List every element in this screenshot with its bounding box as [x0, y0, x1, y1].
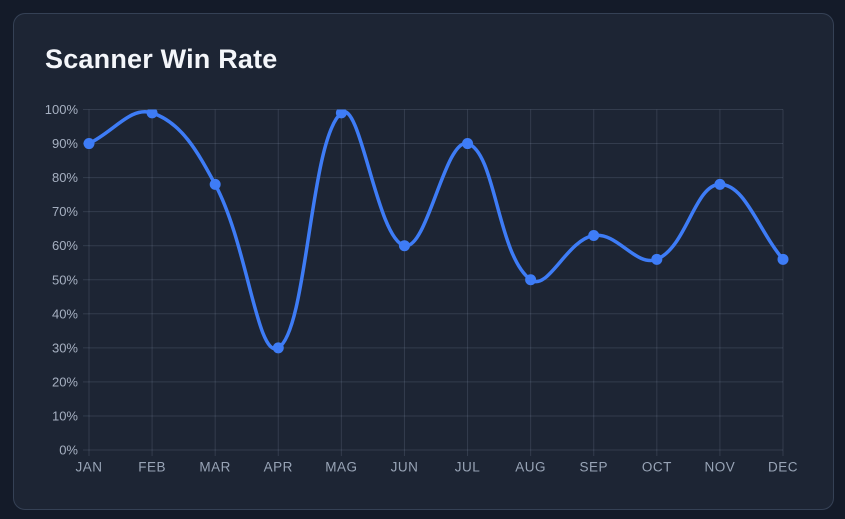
data-point-jul[interactable]	[462, 138, 474, 150]
data-point-feb[interactable]	[146, 107, 158, 119]
data-point-sep[interactable]	[588, 229, 600, 241]
y-axis-label: 20%	[52, 374, 78, 389]
data-point-jun[interactable]	[398, 240, 410, 252]
x-axis-label: APR	[264, 460, 293, 475]
x-axis-label: NOV	[705, 460, 736, 475]
x-axis-label: OCT	[642, 460, 672, 475]
x-axis-label: MAR	[199, 460, 231, 475]
data-point-nov[interactable]	[714, 178, 726, 190]
y-axis-label: 30%	[52, 340, 78, 355]
y-axis-label: 70%	[52, 204, 78, 219]
x-axis-label: JUL	[455, 460, 481, 475]
data-point-mar[interactable]	[209, 178, 221, 190]
win-rate-line	[87, 109, 785, 351]
x-axis-label: DEC	[768, 460, 798, 475]
axis-layer: 0% 10% 20% 30% 40% 50% 60% 70% 80% 90% 100% JAN FEB M…	[45, 102, 798, 475]
x-axis-label: SEP	[579, 460, 608, 475]
y-axis-label: 0%	[59, 443, 78, 458]
chart-title: Scanner Win Rate	[45, 44, 278, 74]
grid-layer	[88, 109, 784, 451]
data-point-jan[interactable]	[83, 138, 95, 150]
data-point-aug[interactable]	[525, 274, 537, 286]
data-point-apr[interactable]	[272, 342, 284, 354]
y-axis-label: 40%	[52, 306, 78, 321]
data-point-dec[interactable]	[777, 253, 789, 265]
y-axis-label: 10%	[52, 408, 78, 423]
y-axis-label: 50%	[52, 272, 78, 287]
x-axis-label: JUN	[391, 460, 419, 475]
x-axis-label: FEB	[138, 460, 166, 475]
y-axis-label: 60%	[52, 238, 78, 253]
chart-card	[13, 13, 834, 510]
y-axis-label: 80%	[52, 170, 78, 185]
data-point-oct[interactable]	[651, 253, 663, 265]
y-axis-label: 90%	[52, 136, 78, 151]
x-axis-label: JAN	[75, 460, 102, 475]
x-axis-label: AUG	[515, 460, 546, 475]
series-layer	[83, 107, 789, 354]
x-axis-label: MAG	[325, 460, 357, 475]
data-point-mag[interactable]	[335, 107, 347, 119]
y-axis-label: 100%	[45, 102, 79, 117]
